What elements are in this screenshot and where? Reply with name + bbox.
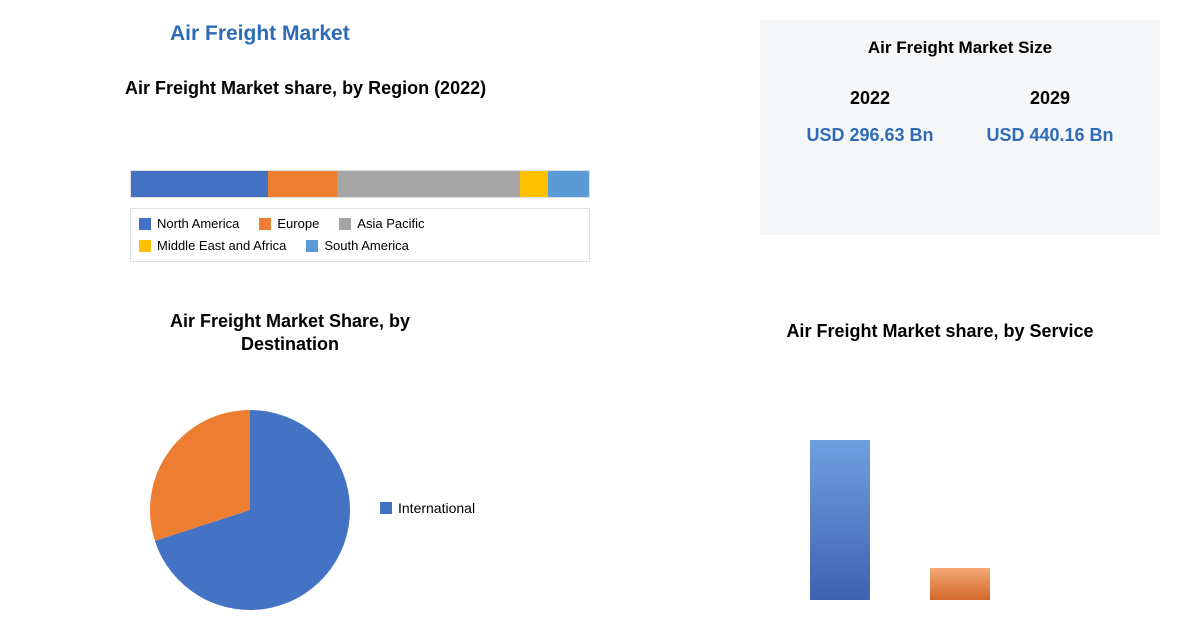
legend-item: Asia Pacific [339,213,424,235]
region-segment [131,171,268,197]
region-legend: North America Europe Asia Pacific Middle Ea… [130,208,590,262]
region-segment [520,171,547,197]
market-size-col-2022: 2022 USD 296.63 Bn [780,88,960,146]
legend-swatch [339,218,351,230]
legend-label: International [398,500,475,516]
legend-label: North America [157,213,239,235]
region-stacked-bar [130,170,590,198]
region-segment [548,171,589,197]
year-label: 2022 [780,88,960,109]
legend-swatch [139,240,151,252]
market-size-col-2029: 2029 USD 440.16 Bn [960,88,1140,146]
legend-item: International [380,500,475,516]
legend-label: Middle East and Africa [157,235,286,257]
size-value: USD 440.16 Bn [960,125,1140,146]
market-size-columns: 2022 USD 296.63 Bn 2029 USD 440.16 Bn [780,88,1140,146]
market-size-title: Air Freight Market Size [780,38,1140,58]
legend-item: Middle East and Africa [139,235,286,257]
legend-item: North America [139,213,239,235]
service-chart-title: Air Freight Market share, by Service [740,320,1140,343]
region-segment [337,171,520,197]
legend-swatch [139,218,151,230]
legend-label: South America [324,235,409,257]
destination-chart-title: Air Freight Market Share, by Destination [120,310,460,357]
region-chart-title: Air Freight Market share, by Region (202… [125,78,486,99]
destination-legend: International [380,500,495,517]
region-segment [268,171,337,197]
legend-item: Europe [259,213,319,235]
legend-swatch [259,218,271,230]
legend-item: South America [306,235,409,257]
destination-pie-chart [140,400,360,620]
service-bar-chart [770,400,1130,600]
size-value: USD 296.63 Bn [780,125,960,146]
legend-swatch [380,502,392,514]
service-bar [930,568,990,600]
legend-label: Europe [277,213,319,235]
legend-swatch [306,240,318,252]
page-main-title: Air Freight Market [170,22,350,46]
service-bar [810,440,870,600]
market-size-panel: Air Freight Market Size 2022 USD 296.63 … [760,20,1160,235]
legend-label: Asia Pacific [357,213,424,235]
year-label: 2029 [960,88,1140,109]
